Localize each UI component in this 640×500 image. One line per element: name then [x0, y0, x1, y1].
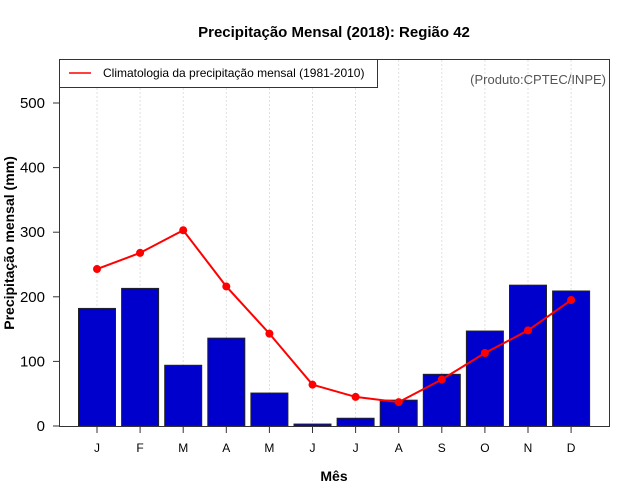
x-tick-label: S	[438, 441, 446, 455]
x-tick-label: F	[136, 441, 143, 455]
x-tick-label: J	[94, 441, 100, 455]
bar-0	[78, 307, 116, 427]
y-tick-label: 300	[20, 224, 45, 241]
climatology-point-10	[524, 326, 532, 335]
x-tick-label: J	[310, 441, 316, 455]
bar-3	[207, 337, 246, 427]
x-tick-label: A	[395, 441, 403, 455]
x-tick-label: N	[524, 441, 533, 455]
legend-box	[59, 59, 378, 88]
chart-title: Precipitação Mensal (2018): Região 42	[198, 24, 470, 41]
climatology-point-2	[179, 226, 188, 235]
y-axis-label: Precipitação mensal (mm)	[1, 156, 17, 330]
bar-series	[78, 284, 591, 427]
legend: Climatologia da precipitação mensal (198…	[59, 59, 378, 88]
y-tick-label: 100	[20, 353, 45, 370]
climatology-point-11	[567, 296, 576, 305]
y-tick-label: 400	[20, 160, 45, 177]
bar-11	[552, 290, 591, 427]
x-tick-label: M	[264, 441, 274, 455]
x-tick-label: D	[567, 441, 576, 455]
bar-4	[250, 392, 289, 427]
y-axis: 0 100 200 300 400 500	[20, 95, 60, 435]
climatology-point-3	[222, 282, 231, 291]
climatology-line	[96, 228, 572, 404]
climatology-point-5	[308, 380, 317, 389]
climatology-point-8	[437, 375, 446, 384]
y-tick-label: 200	[20, 289, 45, 306]
x-tick-label: M	[178, 441, 188, 455]
credit-annotation: (Produto:CPTEC/INPE)	[470, 72, 606, 87]
y-tick-label: 500	[20, 95, 45, 112]
bar-10	[509, 284, 547, 427]
legend-entry-climatology: Climatologia da precipitação mensal (198…	[103, 66, 364, 80]
bar-6	[336, 417, 375, 427]
climatology-point-7	[394, 398, 403, 407]
x-tick-label: A	[222, 441, 230, 455]
x-axis-label: Mês	[320, 468, 347, 484]
climatology-point-6	[351, 392, 360, 401]
climatology-point-0	[93, 265, 101, 274]
bar-5	[293, 423, 332, 427]
climatology-point-4	[265, 329, 274, 338]
x-tick-label: O	[480, 441, 489, 455]
climatology-point-9	[480, 349, 489, 358]
x-tick-label: J	[353, 441, 359, 455]
y-tick-label: 0	[37, 418, 45, 435]
line-series	[93, 226, 576, 407]
bar-2	[164, 364, 203, 427]
bar-1	[121, 287, 160, 427]
climatology-point-1	[136, 248, 145, 257]
